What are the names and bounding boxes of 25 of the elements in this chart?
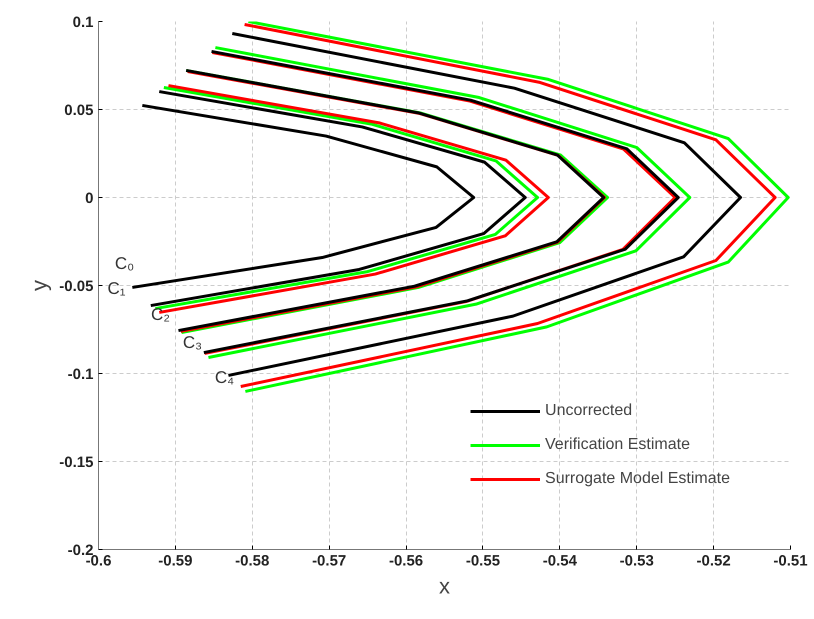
legend-label: Verification Estimate [545,436,690,454]
annotation: C₁ [107,279,126,298]
annotation: C₃ [182,333,202,352]
y-tick-label: 0.05 [64,102,94,119]
y-tick-label: 0.1 [72,14,94,31]
y-axis-title: y [26,280,52,291]
x-tick-label: -0.57 [312,552,346,570]
x-tick-label: -0.55 [466,552,500,570]
x-axis-title: x [439,574,450,598]
x-tick-label: -0.51 [773,552,808,570]
y-tick-label: -0.15 [59,454,94,471]
annotation: C₂ [151,305,170,324]
annotation: C₄ [214,368,234,387]
x-tick-label: -0.58 [235,552,270,570]
x-tick-label: -0.56 [388,552,424,570]
y-tick-label: 0 [85,190,94,207]
y-tick-label: -0.1 [68,366,94,383]
x-tick-label: -0.52 [696,552,731,570]
y-tick-label: -0.05 [59,278,94,295]
x-tick-label: -0.59 [158,552,192,570]
legend-label: Surrogate Model Estimate [545,470,730,488]
annotation: C₀ [114,254,134,273]
x-tick-label: -0.54 [542,552,578,570]
legend-label: Uncorrected [545,402,632,420]
x-tick-label: -0.53 [620,552,654,570]
